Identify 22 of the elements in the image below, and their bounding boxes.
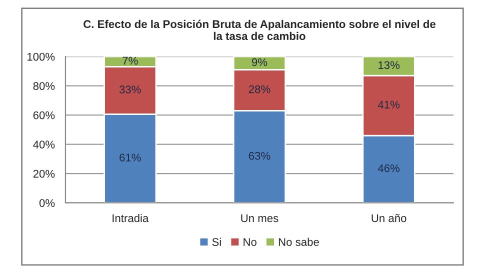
data-label: 41% bbox=[378, 100, 400, 109]
data-label: 63% bbox=[248, 152, 270, 160]
legend-label: No sabe bbox=[278, 238, 319, 246]
x-tick-label: Un mes bbox=[241, 214, 278, 222]
y-tick-label: 60% bbox=[33, 111, 55, 120]
y-tick-label: 80% bbox=[33, 82, 55, 90]
x-tick-label: Un año bbox=[372, 214, 406, 222]
y-tick-label: 0% bbox=[39, 199, 55, 207]
data-label: 28% bbox=[248, 85, 270, 94]
legend-label: No bbox=[244, 238, 256, 246]
data-label: 9% bbox=[252, 58, 268, 66]
data-label: 33% bbox=[119, 86, 141, 94]
data-label: 61% bbox=[120, 154, 141, 162]
y-tick-label: 40% bbox=[33, 140, 55, 148]
legend-label: Si bbox=[212, 238, 221, 246]
data-label: 46% bbox=[378, 164, 400, 172]
x-tick-label: Intradia bbox=[112, 214, 149, 222]
data-label: 7% bbox=[122, 56, 138, 65]
y-tick-label: 20% bbox=[33, 170, 55, 178]
y-tick-label: 100% bbox=[27, 52, 55, 61]
chart-title: C. Efecto de la Posición Bruta de Apalancamiento sobre el nivel de la tasa de cambio bbox=[84, 20, 436, 40]
data-label: 13% bbox=[378, 61, 400, 70]
